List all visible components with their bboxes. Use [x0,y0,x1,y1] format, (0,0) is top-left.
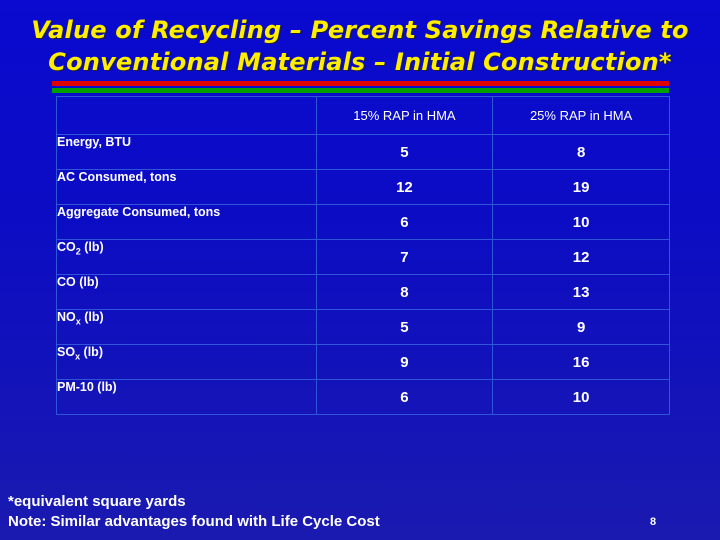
cell-15-rap: 8 [315,274,494,310]
row-label: Aggregate Consumed, tons [56,204,317,240]
row-label: AC Consumed, tons [56,169,317,205]
row-label-text: SO [57,345,76,359]
column-header-label [56,96,317,135]
row-label-suffix: (lb) [80,310,104,324]
table-header-row: 15% RAP in HMA 25% RAP in HMA [56,96,670,135]
cell-25-rap: 10 [492,204,670,240]
row-label-subscript: x [75,316,81,327]
table-row: Energy, BTU 5 8 [56,134,670,170]
title-rule-red [52,81,669,86]
savings-table: 15% RAP in HMA 25% RAP in HMA Energy, BT… [56,96,670,415]
table-row: PM-10 (lb) 6 10 [56,379,670,415]
cell-25-rap: 10 [492,379,670,415]
column-header-25-rap: 25% RAP in HMA [492,96,670,135]
row-label-subscript: x [75,351,81,362]
footnote-line-2: Note: Similar advantages found with Life… [8,513,380,530]
cell-15-rap: 5 [315,309,494,345]
slide-title-line-2: Conventional Materials – Initial Constru… [48,48,672,76]
cell-15-rap: 7 [315,239,494,275]
column-header-15-rap: 15% RAP in HMA [315,96,494,135]
row-label-suffix: (lb) [80,240,104,254]
row-label: Energy, BTU [56,134,317,170]
row-label-text: PM-10 (lb) [57,380,117,394]
row-label: NOx (lb) [56,309,317,345]
row-label-text: Energy, BTU [57,135,132,149]
cell-15-rap: 5 [315,134,494,170]
cell-15-rap: 6 [315,204,494,240]
table-row: CO (lb) 8 13 [56,274,670,310]
table-row: CO2 (lb) 7 12 [56,239,670,275]
cell-25-rap: 8 [492,134,670,170]
cell-25-rap: 9 [492,309,670,345]
row-label: PM-10 (lb) [56,379,317,415]
row-label-suffix: (lb) [80,345,103,359]
table-row: AC Consumed, tons 12 19 [56,169,670,205]
row-label-text: NO [57,310,76,324]
title-rule-green [52,88,669,93]
cell-15-rap: 12 [315,169,494,205]
row-label-text: CO (lb) [57,275,99,289]
row-label: CO2 (lb) [56,239,317,275]
cell-15-rap: 6 [315,379,494,415]
footnote-line-1: *equivalent square yards [8,493,186,510]
page-number: 8 [650,516,657,528]
cell-25-rap: 16 [492,344,670,380]
cell-25-rap: 19 [492,169,670,205]
row-label: SOx (lb) [56,344,317,380]
table-body: Energy, BTU 5 8 AC Consumed, tons 12 19 Aggreg… [56,134,670,415]
row-label-subscript: 2 [75,246,81,257]
row-label-text: Aggregate Consumed, tons [57,205,221,219]
footnote: *equivalent square yards Note: Similar a… [8,492,380,532]
slide-title: Value of Recycling – Percent Savings Rel… [0,14,720,78]
cell-25-rap: 12 [492,239,670,275]
table-row: Aggregate Consumed, tons 6 10 [56,204,670,240]
slide-title-line-1: Value of Recycling – Percent Savings Rel… [31,16,689,44]
row-label-text: CO [57,240,76,254]
row-label: CO (lb) [56,274,317,310]
table-row: NOx (lb) 5 9 [56,309,670,345]
table-row: SOx (lb) 9 16 [56,344,670,380]
cell-25-rap: 13 [492,274,670,310]
cell-15-rap: 9 [315,344,494,380]
row-label-text: AC Consumed, tons [57,170,177,184]
